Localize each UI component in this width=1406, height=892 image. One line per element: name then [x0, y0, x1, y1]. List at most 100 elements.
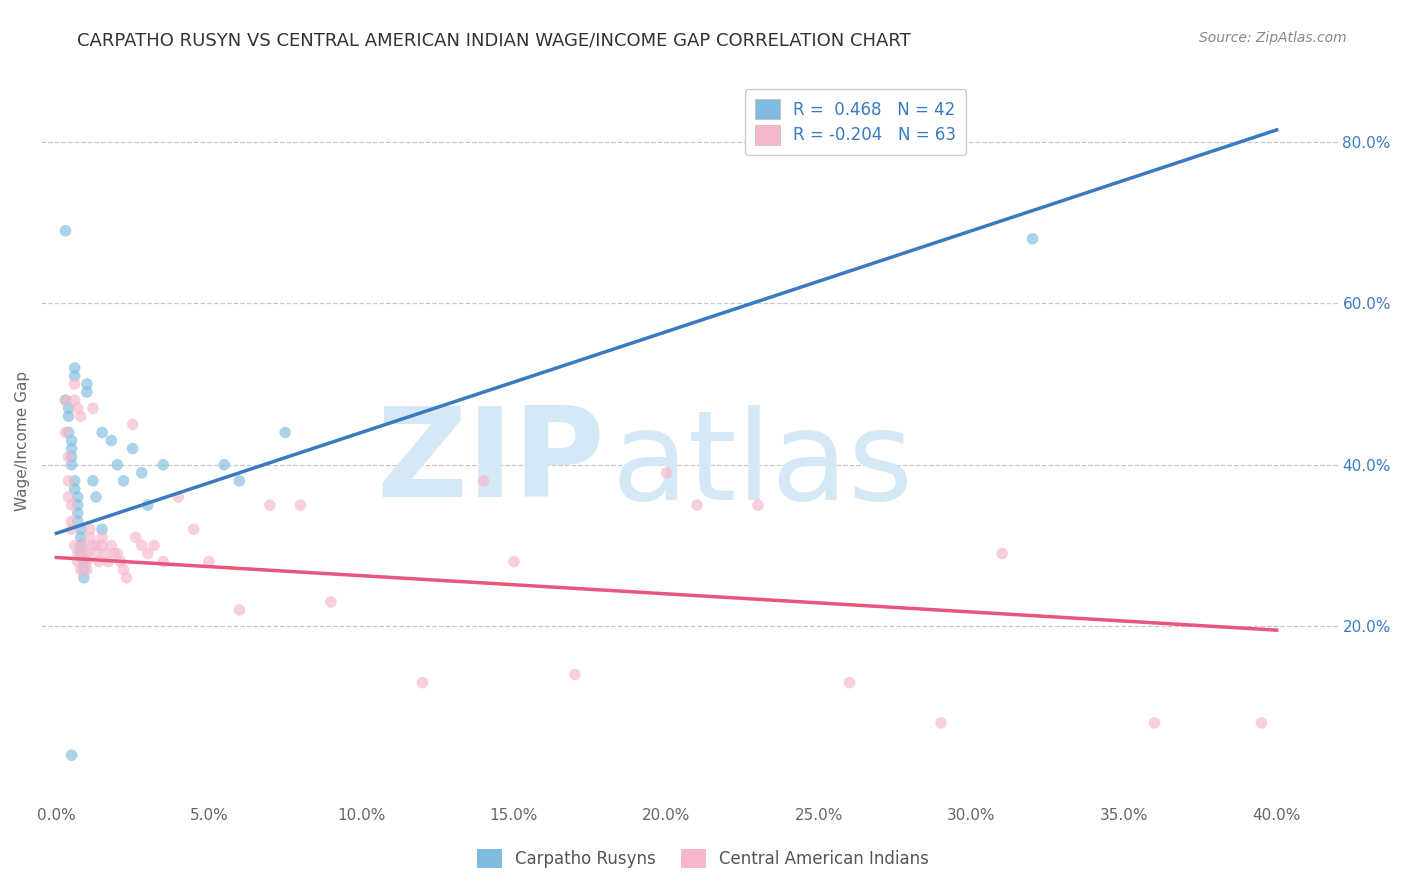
Point — [76, 385, 98, 400]
Text: atlas: atlas — [612, 406, 914, 526]
Point — [105, 547, 128, 561]
Point — [63, 360, 86, 375]
Point — [121, 442, 143, 456]
Point — [66, 490, 89, 504]
Point — [63, 393, 86, 408]
Point — [411, 675, 433, 690]
Point — [929, 715, 952, 730]
Point — [838, 675, 860, 690]
Point — [94, 547, 117, 561]
Point — [55, 425, 77, 440]
Point — [82, 538, 104, 552]
Point — [63, 538, 86, 552]
Point — [136, 547, 159, 561]
Point — [55, 393, 77, 408]
Point — [60, 514, 83, 528]
Point — [66, 514, 89, 528]
Point — [69, 530, 91, 544]
Point — [63, 369, 86, 384]
Point — [66, 555, 89, 569]
Point — [183, 522, 205, 536]
Point — [686, 498, 709, 512]
Point — [69, 522, 91, 536]
Point — [84, 490, 107, 504]
Point — [69, 538, 91, 552]
Point — [58, 474, 80, 488]
Point — [82, 401, 104, 416]
Point — [63, 482, 86, 496]
Point — [76, 555, 98, 569]
Point — [503, 555, 526, 569]
Text: ZIP: ZIP — [377, 401, 605, 523]
Point — [152, 555, 174, 569]
Point — [60, 434, 83, 448]
Point — [55, 224, 77, 238]
Point — [105, 458, 128, 472]
Point — [73, 538, 96, 552]
Point — [91, 530, 114, 544]
Point — [131, 538, 153, 552]
Point — [152, 458, 174, 472]
Point — [82, 474, 104, 488]
Point — [73, 547, 96, 561]
Point — [564, 667, 586, 681]
Point — [79, 530, 101, 544]
Point — [121, 417, 143, 432]
Point — [259, 498, 281, 512]
Point — [58, 401, 80, 416]
Point — [60, 458, 83, 472]
Point — [87, 555, 110, 569]
Point — [274, 425, 297, 440]
Text: CARPATHO RUSYN VS CENTRAL AMERICAN INDIAN WAGE/INCOME GAP CORRELATION CHART: CARPATHO RUSYN VS CENTRAL AMERICAN INDIA… — [77, 31, 911, 49]
Point — [60, 442, 83, 456]
Point — [63, 474, 86, 488]
Point — [76, 377, 98, 392]
Point — [66, 401, 89, 416]
Point — [55, 393, 77, 408]
Point — [66, 498, 89, 512]
Point — [143, 538, 166, 552]
Point — [991, 547, 1014, 561]
Point — [100, 434, 122, 448]
Text: Source: ZipAtlas.com: Source: ZipAtlas.com — [1199, 31, 1347, 45]
Legend: R =  0.468   N = 42, R = -0.204   N = 63: R = 0.468 N = 42, R = -0.204 N = 63 — [745, 89, 966, 154]
Point — [76, 547, 98, 561]
Point — [63, 377, 86, 392]
Point — [112, 563, 135, 577]
Point — [110, 555, 132, 569]
Point — [58, 450, 80, 464]
Point — [290, 498, 312, 512]
Point — [91, 538, 114, 552]
Point — [84, 547, 107, 561]
Point — [84, 538, 107, 552]
Point — [69, 547, 91, 561]
Point — [136, 498, 159, 512]
Point — [747, 498, 769, 512]
Point — [1250, 715, 1272, 730]
Point — [319, 595, 342, 609]
Point — [76, 563, 98, 577]
Y-axis label: Wage/Income Gap: Wage/Income Gap — [15, 370, 30, 510]
Point — [58, 490, 80, 504]
Point — [228, 474, 250, 488]
Point — [60, 498, 83, 512]
Point — [73, 555, 96, 569]
Point — [655, 466, 678, 480]
Point — [91, 425, 114, 440]
Point — [73, 571, 96, 585]
Point — [472, 474, 495, 488]
Point — [167, 490, 190, 504]
Point — [115, 571, 138, 585]
Point — [1021, 232, 1043, 246]
Point — [66, 506, 89, 520]
Point — [60, 450, 83, 464]
Legend: Carpatho Rusyns, Central American Indians: Carpatho Rusyns, Central American Indian… — [470, 842, 936, 875]
Point — [228, 603, 250, 617]
Point — [79, 522, 101, 536]
Point — [198, 555, 221, 569]
Point — [97, 555, 120, 569]
Point — [69, 563, 91, 577]
Point — [91, 522, 114, 536]
Point — [73, 563, 96, 577]
Point — [69, 409, 91, 424]
